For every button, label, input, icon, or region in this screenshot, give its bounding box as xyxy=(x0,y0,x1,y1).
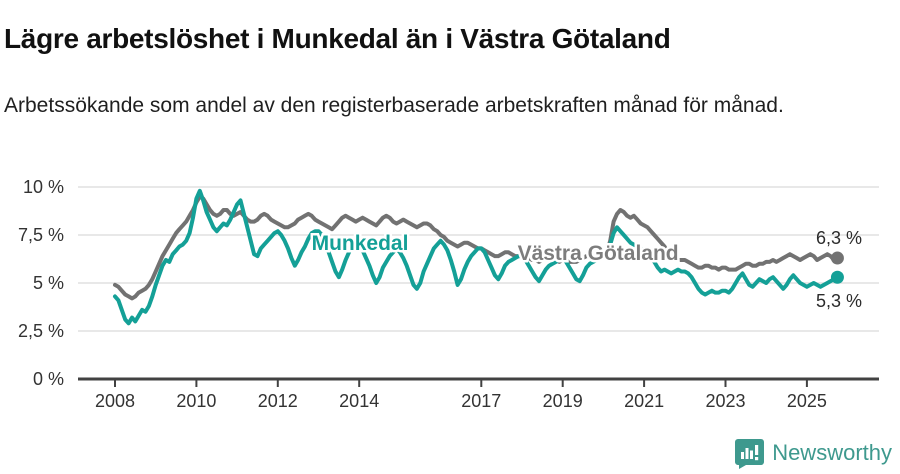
x-axis-label-2023: 2023 xyxy=(705,391,745,411)
y-axis-label-7.5: 7,5 % xyxy=(18,225,64,245)
newsworthy-logo-link[interactable]: Newsworthy xyxy=(734,436,892,470)
y-axis-label-2.5: 2,5 % xyxy=(18,321,64,341)
y-axis-label-0: 0 % xyxy=(33,369,64,389)
vastra-gotaland-series-label: Västra Götaland xyxy=(518,242,679,265)
y-axis-label-10: 10 % xyxy=(23,177,64,197)
x-axis-label-2017: 2017 xyxy=(461,391,501,411)
x-axis-label-2012: 2012 xyxy=(258,391,298,411)
munkedal-end-value-label: 5,3 % xyxy=(816,291,862,311)
x-axis-label-2019: 2019 xyxy=(543,391,583,411)
y-axis-label-5: 5 % xyxy=(33,273,64,293)
vastra-gotaland-end-dot xyxy=(830,251,844,265)
x-axis-label-2010: 2010 xyxy=(176,391,216,411)
munkedal-line xyxy=(113,188,840,326)
x-axis-label-2014: 2014 xyxy=(339,391,379,411)
munkedal-end-dot xyxy=(830,270,844,284)
page-title: Lägre arbetslöshet i Munkedal än i Västr… xyxy=(4,22,671,54)
vastra-gotaland-end-value-label: 6,3 % xyxy=(816,228,862,248)
munkedal-series-label: Munkedal xyxy=(312,232,409,255)
x-axis-label-2021: 2021 xyxy=(624,391,664,411)
newsworthy-speech-bubble-bar-chart-icon xyxy=(735,438,765,469)
page-subtitle: Arbetssökande som andel av den registerb… xyxy=(4,94,784,117)
brand-name: Newsworthy xyxy=(772,440,892,465)
x-axis-label-2025: 2025 xyxy=(787,391,827,411)
x-axis-label-2008: 2008 xyxy=(95,391,135,411)
